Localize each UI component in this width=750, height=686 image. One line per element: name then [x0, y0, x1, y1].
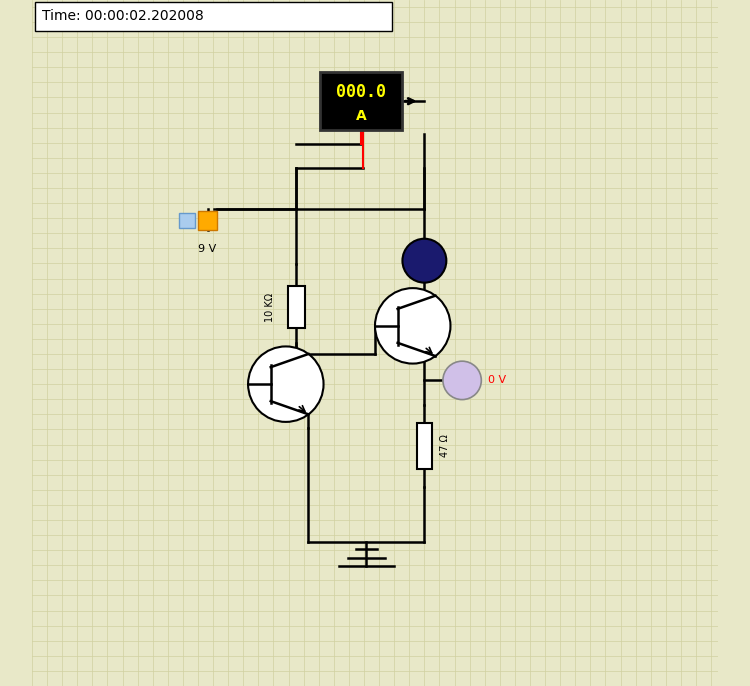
FancyBboxPatch shape [417, 423, 432, 469]
Circle shape [248, 346, 323, 422]
Text: 000.0: 000.0 [336, 84, 386, 102]
Circle shape [403, 239, 446, 283]
FancyBboxPatch shape [179, 213, 194, 228]
FancyBboxPatch shape [287, 285, 304, 329]
Text: 9 V: 9 V [198, 244, 216, 254]
Text: 47 Ω: 47 Ω [440, 434, 450, 458]
Text: A: A [356, 109, 367, 123]
FancyBboxPatch shape [320, 72, 403, 130]
Circle shape [443, 361, 482, 399]
FancyBboxPatch shape [198, 211, 217, 230]
Text: Time: 00:00:02.202008: Time: 00:00:02.202008 [42, 10, 204, 23]
FancyBboxPatch shape [35, 2, 392, 31]
Text: 10 KΩ: 10 KΩ [265, 292, 275, 322]
Circle shape [375, 288, 451, 364]
Text: 0 V: 0 V [488, 375, 506, 386]
